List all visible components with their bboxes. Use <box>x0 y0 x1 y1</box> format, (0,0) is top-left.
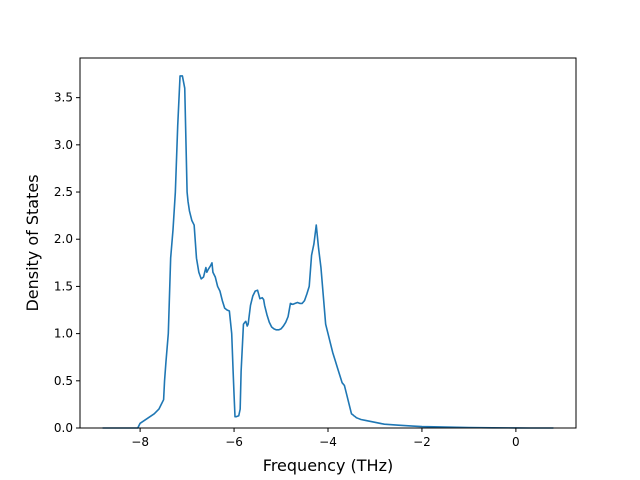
series-line-0 <box>102 75 554 429</box>
plot-area <box>80 58 576 428</box>
y-axis-label: Density of States <box>23 174 42 311</box>
y-tick-label: 3.5 <box>54 91 73 105</box>
y-tick-label: 2.5 <box>54 185 73 199</box>
x-tick-label: −2 <box>413 435 431 449</box>
x-tick-label: −6 <box>225 435 243 449</box>
y-tick-label: 1.0 <box>54 327 73 341</box>
y-axis-ticks: 0.0 0.5 1.0 1.5 2.0 2.5 3.0 3.5 <box>54 91 80 435</box>
chart-marks <box>102 75 554 429</box>
y-tick-label: 3.0 <box>54 138 73 152</box>
x-axis-label: Frequency (THz) <box>263 456 393 475</box>
plot-frame <box>79 57 577 429</box>
y-tick-label: 0.0 <box>54 421 73 435</box>
x-axis-ticks: −8 −6 −4 −2 0 <box>131 428 520 449</box>
x-tick-label: −8 <box>131 435 149 449</box>
y-tick-label: 1.5 <box>54 279 73 293</box>
y-tick-label: 2.0 <box>54 232 73 246</box>
x-tick-label: 0 <box>512 435 520 449</box>
x-tick-label: −4 <box>319 435 337 449</box>
y-tick-label: 0.5 <box>54 374 73 388</box>
